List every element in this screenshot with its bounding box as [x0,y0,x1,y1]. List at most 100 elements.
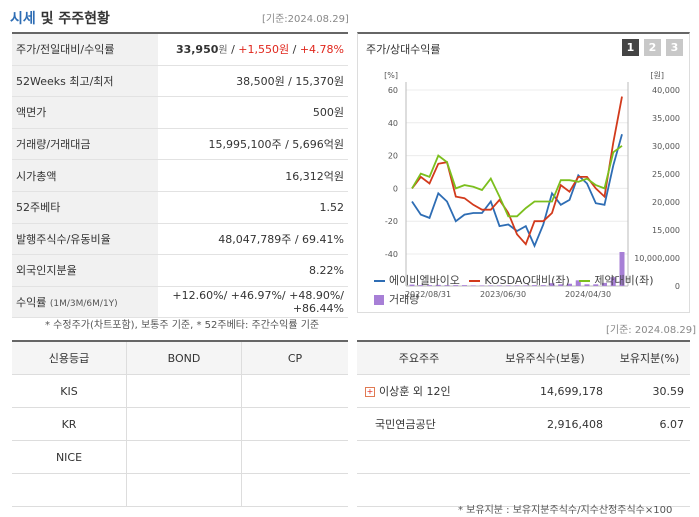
table-header-row: 신용등급 BOND CP [12,340,348,375]
row-label: 주가/전일대비/수익률 [12,31,158,66]
beta-row: 52주베타 1.52 [12,191,348,224]
row-label: 거래량/거래대금 [12,128,158,161]
volume-bar [435,284,441,286]
x-tick-label: 2023/06/30 [480,290,526,298]
row-label: 외국인지분율 [12,254,158,287]
volume-bar [514,285,520,286]
series-line [411,96,623,246]
volume-bar [575,280,581,286]
holder-name-cell: 국민연금공단 [357,407,481,441]
footnote-right: * 보유지분 : 보유지분주식수/지수산정주식수×100 [458,505,673,516]
cp-cell [241,473,348,507]
series-line [411,134,623,249]
row-value: 16,312억원 [158,159,348,192]
row-value: 48,047,789주 / 69.41% [158,223,348,256]
agency-cell: NICE [12,440,127,474]
column-header: 보유지분(%) [609,340,690,375]
y-right-tick-label: 40,000 [652,86,680,95]
bond-cell [126,473,242,507]
footnote-left: * 수정주가(차트포함), 보통주 기준, * 52주베타: 주간수익률 기준 [45,320,320,331]
row-label: 액면가 [12,96,158,129]
y-right-tick-label: 20,000 [652,198,680,207]
holder-name-cell [357,473,481,507]
volume-bar [488,285,494,286]
series-line [411,145,623,218]
row-label: 수익률 (1M/3M/6M/1Y) [12,286,158,319]
agency-cell: KR [12,407,127,441]
volume-bar [479,285,485,286]
plus-icon[interactable]: + [365,387,375,397]
table-row [357,440,690,474]
legend-line-icon [579,280,591,282]
volume-bar [427,285,432,286]
holder-name: 이상훈 외 12인 [379,385,451,398]
row-value: 15,995,100주 / 5,696억원 [158,128,348,161]
volume-row: 거래량/거래대금 15,995,100주 / 5,696억원 [12,128,348,161]
row-label: 시가총액 [12,159,158,192]
table-row: + 이상훈 외 12인 14,699,178 30.59 [357,374,690,408]
ratio-cell: 30.59 [609,374,690,408]
row-label: 발행주식수/유동비율 [12,223,158,256]
volume-bar [453,285,459,286]
shares-cell [481,473,609,507]
y-left-unit: [%] [384,71,398,80]
ratio-cell [609,473,690,507]
shares-cell: 2,916,408 [481,407,609,441]
chart-tab-3[interactable]: 3 [666,39,683,56]
volume-bar [505,285,511,286]
y-left-tick-label: 0 [393,184,398,193]
cp-cell [241,440,348,474]
row-value: +12.60%/ +46.97%/ +48.90%/ +86.44% [158,286,348,319]
volume-bar [418,285,424,286]
y-left-tick-label: 40 [388,119,398,128]
y-right-tick-label: 15,000 [652,226,680,235]
y-right-unit: [원] [650,71,664,80]
current-price: 33,950 [175,43,219,57]
chart-tab-1[interactable]: 1 [622,39,639,56]
volume-bar [610,277,616,286]
return-label: 수익률 [16,296,47,310]
shares-row: 발행주식수/유동비율 48,047,789주 / 69.41% [12,223,348,256]
table-row: KR [12,407,348,441]
chart-title: 주가/상대수익률 [366,43,441,56]
price-row: 주가/전일대비/수익률 33,950원 / +1,550원 / +4.78% [12,31,348,66]
volume-bar [540,285,546,286]
volume-bar [462,285,467,286]
table-row [12,473,348,507]
separator: / [227,43,239,57]
legend-item: 거래량 [374,291,419,307]
y-left-tick-label: 20 [388,152,398,161]
price-chart: [%] [원] 60 40 20 0 -20 -40 40,000 35,000 30,000 25,… [384,71,680,298]
y-left-tick-label: -20 [385,217,398,226]
column-header: 주요주주 [357,340,481,375]
row-value: 1.52 [158,191,348,224]
x-tick-label: 2022/08/31 [405,290,451,298]
reference-date: [기준:2024.08.29] [262,14,349,25]
bond-cell [126,374,242,408]
volume-bar [584,284,590,286]
volume-bar [593,284,599,286]
price-table: 주가/전일대비/수익률 33,950원 / +1,550원 / +4.78% 5… [12,31,348,319]
legend-label: 제약대비(좌) [594,274,654,287]
ratio-cell [609,440,690,474]
table-row: 국민연금공단 2,916,408 6.07 [357,407,690,441]
legend-label: KOSDAQ대비(좌) [484,274,570,287]
column-header: 신용등급 [12,340,127,375]
volume-bar [497,285,502,286]
legend-line-icon [469,280,481,282]
row-value: 38,500원 / 15,370원 [158,65,348,98]
y-right-tick-label: 35,000 [652,114,680,123]
chart-tab-2[interactable]: 2 [644,39,661,56]
credit-rating-table: 신용등급 BOND CP KIS KR NICE [12,340,348,507]
holder-name-cell[interactable]: + 이상훈 외 12인 [357,374,481,408]
cp-cell [241,407,348,441]
column-header: 보유주식수(보통) [481,340,609,375]
ratio-cell: 6.07 [609,407,690,441]
volume-bar [409,284,415,286]
agency-cell [12,473,127,507]
row-label: 52주베타 [12,191,158,224]
row-value: 500원 [158,96,348,129]
agency-cell: KIS [12,374,127,408]
